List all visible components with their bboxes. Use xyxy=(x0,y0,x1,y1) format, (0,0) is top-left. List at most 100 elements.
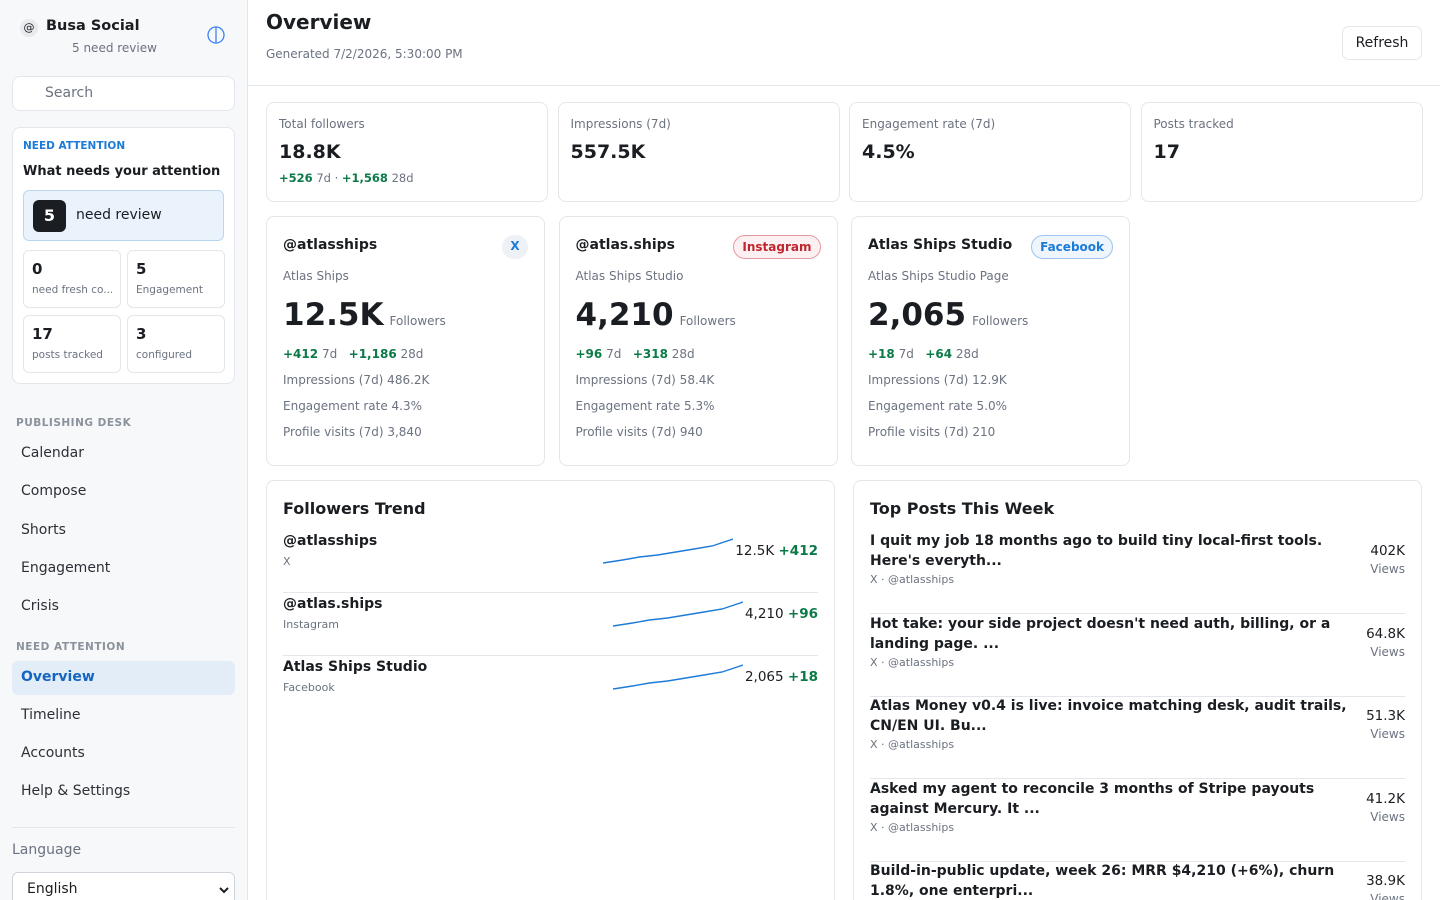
post-views-label: Views xyxy=(1370,644,1405,659)
trend-platform: Facebook xyxy=(283,681,335,694)
attention-kicker: NEED ATTENTION xyxy=(23,140,126,152)
trend-delta: +18 xyxy=(787,669,818,685)
sparkline xyxy=(603,538,733,564)
post-views: 41.2K xyxy=(1366,790,1405,807)
followers-value: 4,210 xyxy=(575,297,674,333)
attention-stat[interactable]: 17 posts tracked xyxy=(23,315,121,373)
nav-item[interactable]: Crisis xyxy=(21,598,59,615)
stat-value: 5 xyxy=(136,260,147,278)
kpi-label: Total followers xyxy=(279,117,365,131)
panel-title: Followers Trend xyxy=(283,499,426,518)
delta-28d: +318 xyxy=(632,347,668,361)
refresh-button[interactable]: Refresh xyxy=(1342,26,1422,60)
kpi-value: 18.8K xyxy=(279,141,341,163)
brand-subtitle: 5 need review xyxy=(72,41,157,55)
account-card: Atlas Ships Studio Facebook Atlas Ships St… xyxy=(851,216,1130,466)
stat-value: 3 xyxy=(136,325,147,343)
nav-item[interactable]: Engagement xyxy=(21,559,111,576)
post-row[interactable]: Hot take: your side project doesn't need… xyxy=(870,614,1405,697)
stat-value: 0 xyxy=(32,260,43,278)
trend-handle: Atlas Ships Studio xyxy=(283,659,428,675)
nav-heading: NEED ATTENTION xyxy=(16,641,126,653)
review-label: need review xyxy=(76,207,162,223)
kpi-card: Impressions (7d) 557.5K xyxy=(557,102,840,202)
post-row[interactable]: Asked my agent to reconcile 3 months of … xyxy=(870,779,1405,862)
review-button[interactable]: 5 need review xyxy=(23,190,224,241)
nav-item[interactable]: Help & Settings xyxy=(21,783,131,799)
post-views: 402K xyxy=(1370,543,1405,559)
delta-7d-label: 7d xyxy=(316,171,331,185)
nav-item[interactable]: Compose xyxy=(21,483,87,500)
nav-item[interactable]: Timeline xyxy=(21,707,81,723)
kpi-value: 17 xyxy=(1153,141,1180,163)
delta-28d: +1,568 xyxy=(341,171,388,185)
account-name: Atlas Ships Studio Page xyxy=(868,269,1009,283)
trend-delta: +412 xyxy=(778,543,819,559)
attention-stat[interactable]: 0 need fresh co... xyxy=(23,250,121,308)
trend-followers: 4,210 xyxy=(744,606,784,622)
sidebar-toggle[interactable] xyxy=(206,25,226,45)
search-placeholder: Search xyxy=(45,85,94,101)
post-title: Asked my agent to reconcile 3 months of … xyxy=(870,780,1315,817)
trend-delta: +96 xyxy=(787,606,818,622)
account-delta: +18 7d +64 28d xyxy=(868,347,1113,361)
review-count: 5 xyxy=(33,200,66,232)
nav-item[interactable]: Calendar xyxy=(21,445,84,461)
followers-value: 12.5K xyxy=(283,297,384,333)
kpi-label: Impressions (7d) xyxy=(570,117,671,131)
kpi-card: Engagement rate (7d) 4.5% xyxy=(849,102,1131,202)
followers-value: 2,065 xyxy=(868,297,967,333)
nav-item[interactable]: Overview xyxy=(12,661,235,695)
kpi-delta: +526 7d · +1,568 28d xyxy=(279,171,535,185)
attention-stat[interactable]: 3 configured xyxy=(127,315,225,373)
delta-7d-label: 7d xyxy=(898,347,914,361)
post-title: Build-in-public update, week 26: MRR $4,… xyxy=(870,863,1335,899)
account-card: @atlasships X Atlas Ships 12.5K Followers +41… xyxy=(266,216,545,466)
post-title: Hot take: your side project doesn't need… xyxy=(870,615,1331,652)
followers-count: 12.5K Followers xyxy=(283,297,528,333)
post-views-label: Views xyxy=(1370,892,1405,900)
delta-7d-label: 7d xyxy=(321,347,338,361)
trend-followers: 12.5K xyxy=(735,543,775,559)
stat-label: configured xyxy=(136,349,192,361)
delta-28d-label: 28d xyxy=(671,347,695,361)
language-value: English xyxy=(27,881,78,897)
page-title: Overview xyxy=(266,10,372,34)
kpi-label: Engagement rate (7d) xyxy=(862,117,996,131)
header-divider xyxy=(248,85,1440,86)
nav-item[interactable]: Accounts xyxy=(21,745,85,761)
stat-label: need fresh co... xyxy=(32,284,112,296)
attention-card: NEED ATTENTION What needs your attention 5… xyxy=(12,127,235,384)
nav-heading: PUBLISHING DESK xyxy=(16,417,132,429)
post-title: I quit my job 18 months ago to build tin… xyxy=(870,533,1323,569)
main: Overview Generated 7/2/2026, 5:30:00 PM Re… xyxy=(248,0,1440,900)
account-handle: @atlasships xyxy=(283,237,378,253)
language-select[interactable]: English xyxy=(12,872,235,900)
followers-label: Followers xyxy=(389,314,446,328)
panel-title: Top Posts This Week xyxy=(870,499,1055,518)
profile-visits: Profile visits (7d) 210 xyxy=(868,425,996,439)
post-row[interactable]: I quit my job 18 months ago to build tin… xyxy=(870,531,1405,614)
post-views: 64.8K xyxy=(1366,625,1405,642)
language-label: Language xyxy=(12,842,82,858)
post-meta: X · @atlasships xyxy=(870,573,955,586)
sparkline xyxy=(613,664,743,690)
nav-item[interactable]: Shorts xyxy=(21,521,66,538)
followers-label: Followers xyxy=(679,314,736,328)
delta-sep: · xyxy=(334,171,339,185)
attention-stat[interactable]: 5 Engagement xyxy=(127,250,225,308)
search-box[interactable]: Search xyxy=(12,76,235,111)
profile-visits: Profile visits (7d) 940 xyxy=(575,425,703,439)
delta-7d: +412 xyxy=(283,347,319,361)
trend-handle: @atlasships xyxy=(283,533,378,549)
post-meta: X · @atlasships xyxy=(870,655,955,669)
trend-row: Atlas Ships Studio Facebook 2,065 +18 xyxy=(283,657,818,719)
post-meta: X · @atlasships xyxy=(870,820,955,834)
post-row[interactable]: Atlas Money v0.4 is live: invoice matchi… xyxy=(870,696,1405,779)
brand-name: Busa Social xyxy=(46,18,140,34)
post-row[interactable]: Build-in-public update, week 26: MRR $4,… xyxy=(870,861,1405,900)
trend-platform: X xyxy=(283,555,291,568)
followers-count: 2,065 Followers xyxy=(868,297,1113,333)
trend-handle: @atlas.ships xyxy=(283,596,383,612)
